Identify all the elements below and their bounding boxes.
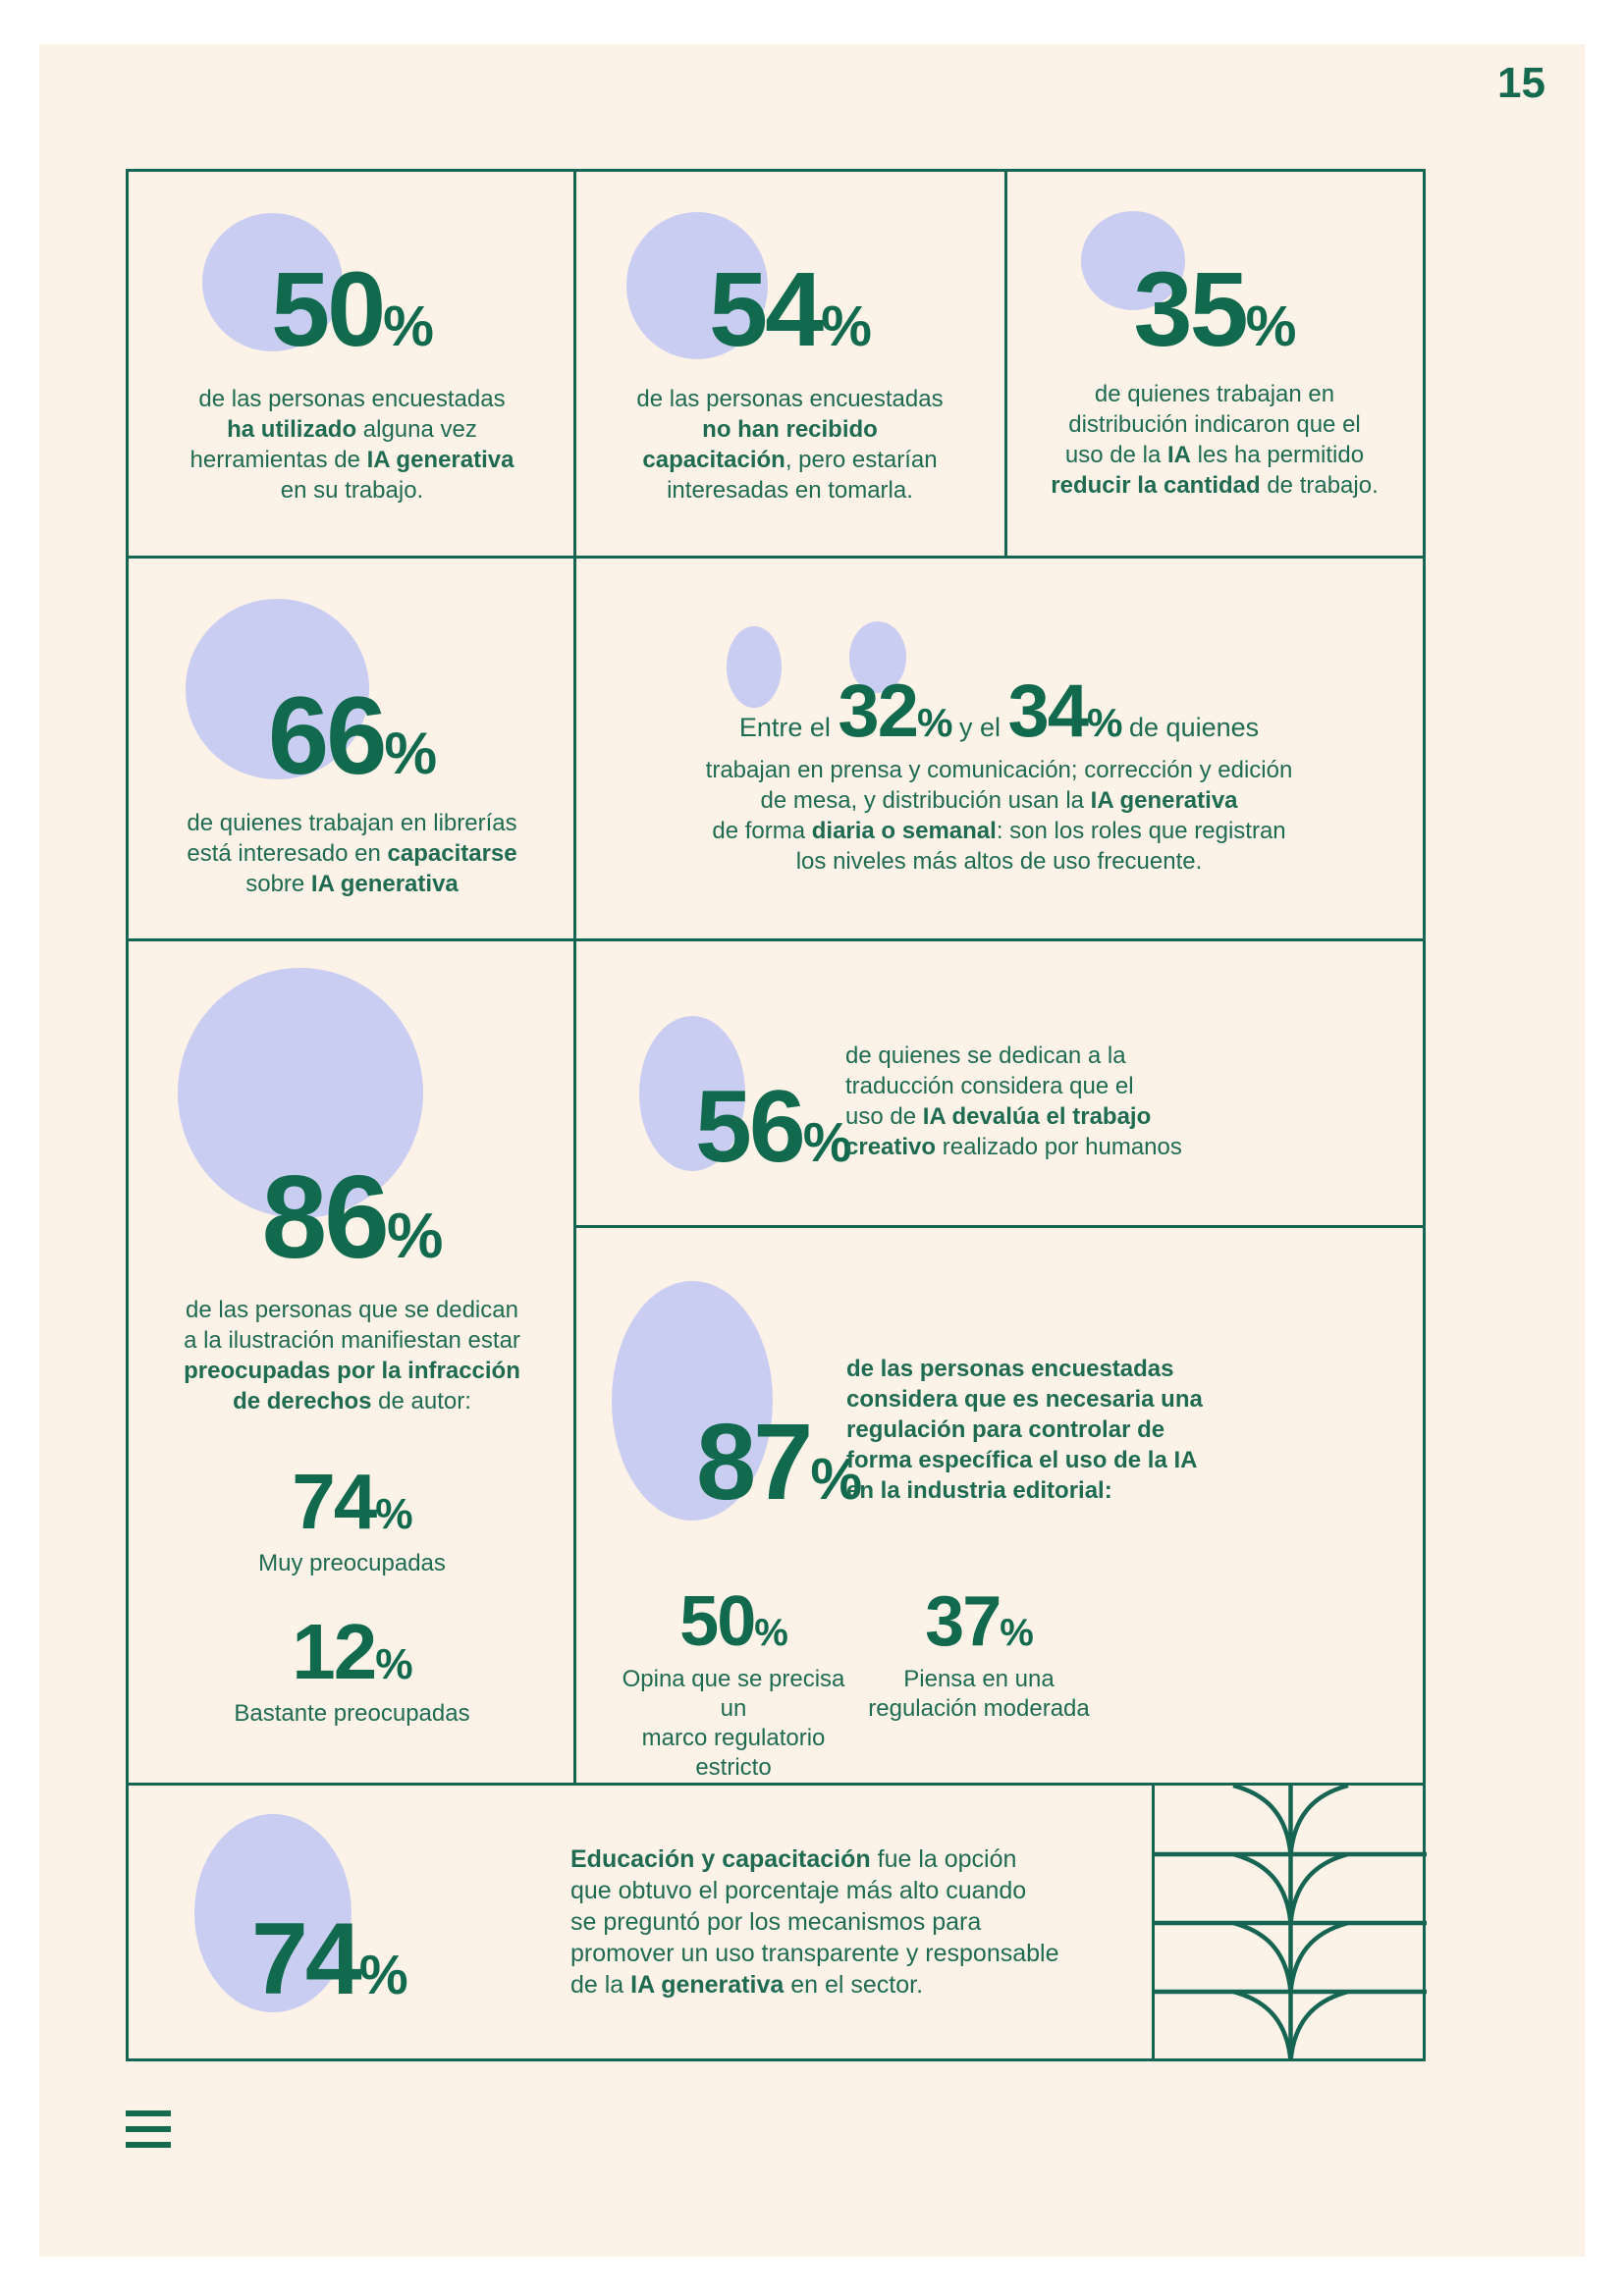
stat-bookstores-number: 66% (129, 681, 575, 791)
stat-education-number: 74% (251, 1908, 408, 2010)
percent-sign: % (383, 294, 434, 358)
grid-divider (573, 1225, 1423, 1228)
decorative-circle (194, 1814, 352, 2012)
stat-no-training-number: 54% (575, 256, 1004, 362)
stat-value: 56 (695, 1070, 806, 1184)
headline-prefix: Entre el (738, 713, 839, 742)
stat-used-ai-number: 50% (129, 256, 575, 362)
hamburger-bar (126, 2142, 171, 2148)
substat-label: Bastante preocupadas (234, 1700, 470, 1727)
stat-education-text: Educación y capacitación fue la opción q… (570, 1845, 1059, 1999)
decorative-circle (1081, 211, 1185, 310)
grid-divider (1004, 172, 1007, 558)
grid-divider (129, 556, 1423, 559)
stat-value: 87 (696, 1402, 813, 1522)
percent-sign: % (1245, 294, 1297, 358)
hamburger-bar (126, 2110, 171, 2116)
stat-value-high: 34% (1007, 669, 1122, 753)
percent-sign: % (358, 1944, 408, 2005)
stat-value: 35 (1133, 249, 1249, 368)
decorative-circle (612, 1281, 773, 1521)
stat-frequent-use-headline: Entre el 32% y el 34% de quienes (575, 674, 1423, 749)
substat-number: 12% (292, 1608, 412, 1695)
headline-connector: y el (951, 713, 1008, 742)
stat-translators-text: de quienes se dedican a la traducción co… (845, 1042, 1182, 1160)
substat-label: Muy preocupadas (258, 1550, 446, 1576)
grid-divider (129, 1783, 1423, 1786)
stat-regulation-text: de las personas encuestadas considera qu… (846, 1356, 1203, 1504)
book-pages-icon (1155, 1786, 1427, 2061)
substat-very-worried: 74% Muy preocupadas (129, 1463, 575, 1578)
stat-no-training-text: de las personas encuestadas no han recib… (636, 386, 944, 504)
percent-sign: % (1000, 1612, 1034, 1654)
stats-grid: 50% de las personas encuestadas ha utili… (126, 169, 1427, 2061)
substat-label: Piensa en una regulación moderada (868, 1666, 1090, 1722)
substat-label: Opina que se precisa un marco regulatori… (622, 1666, 845, 1781)
stat-frequent-use-text: trabajan en prensa y comunicación; corre… (705, 757, 1293, 875)
stat-value: 66 (267, 674, 388, 797)
substat-strict-framework: 50% Opina que se precisa un marco regula… (606, 1586, 861, 1783)
stat-translators-number: 56% (695, 1076, 852, 1178)
substat-moderate-regulation: 37% Piensa en una regulación moderada (851, 1586, 1107, 1724)
percent-sign: % (1087, 700, 1122, 745)
decorative-circle (178, 968, 423, 1218)
headline-suffix: de quienes (1121, 713, 1260, 742)
decorative-circle (639, 1016, 745, 1171)
stat-value: 54 (709, 249, 824, 368)
hamburger-icon (126, 2110, 171, 2158)
stat-value: 74 (251, 1902, 362, 2016)
substat-number: 37% (925, 1582, 1034, 1661)
grid-divider (1152, 1783, 1155, 2058)
page-number: 15 (1497, 59, 1545, 107)
percent-sign: % (810, 1446, 862, 1512)
stat-distribution-number: 35% (1006, 256, 1423, 362)
stat-value-low: 32% (838, 669, 952, 753)
stat-distribution-text: de quienes trabajan en distribución indi… (1051, 381, 1379, 499)
grid-divider (573, 172, 576, 1785)
stat-illustrators-number: 86% (129, 1158, 575, 1276)
stat-illustrators-text: de las personas que se dedican a la ilus… (184, 1297, 520, 1415)
stat-value: 50 (271, 249, 386, 368)
substat-number: 74% (292, 1458, 412, 1545)
substat-quite-worried: 12% Bastante preocupadas (129, 1613, 575, 1729)
percent-sign: % (754, 1612, 788, 1654)
decorative-circle (202, 213, 343, 351)
grid-divider (129, 938, 1423, 941)
decorative-circle (849, 621, 906, 693)
percent-sign: % (802, 1111, 852, 1173)
stat-used-ai-text: de las personas encuestadas ha utilizado… (189, 386, 514, 504)
stat-regulation-number: 87% (696, 1409, 862, 1517)
percent-sign: % (375, 1491, 412, 1538)
decorative-circle (626, 212, 768, 359)
percent-sign: % (916, 700, 952, 745)
stat-bookstores-text: de quienes trabajan en librerías está in… (187, 810, 517, 897)
decorative-circle (727, 626, 782, 708)
stat-value: 86 (261, 1151, 389, 1283)
decorative-circle (186, 599, 369, 779)
percent-sign: % (375, 1641, 412, 1688)
percent-sign: % (386, 1200, 444, 1271)
hamburger-bar (126, 2126, 171, 2132)
percent-sign: % (821, 294, 872, 358)
percent-sign: % (384, 720, 437, 786)
substat-number: 50% (679, 1582, 788, 1661)
